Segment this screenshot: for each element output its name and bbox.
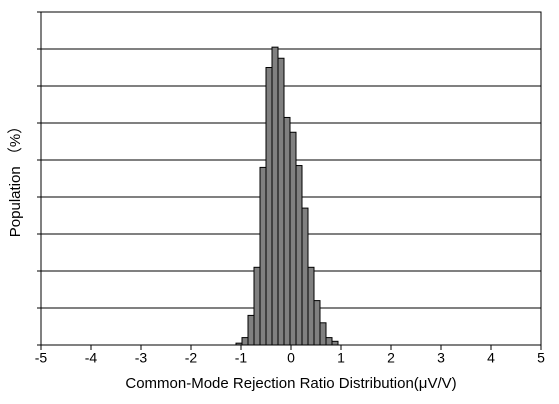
x-tick-label: -3 — [135, 350, 148, 366]
x-tick-label: 1 — [337, 350, 345, 366]
x-tick-label: -5 — [35, 350, 48, 366]
x-tick-label: -4 — [85, 350, 98, 366]
bar — [307, 266, 315, 346]
bar — [319, 322, 327, 346]
y-axis-label: Population （%） — [7, 119, 24, 237]
bar — [247, 314, 255, 346]
x-tick-label: 2 — [387, 350, 395, 366]
x-tick-label: 0 — [287, 350, 295, 366]
bar — [265, 67, 273, 346]
x-tick-label: 4 — [487, 350, 495, 366]
bar — [283, 116, 291, 346]
bar — [277, 57, 285, 346]
plot-frame — [40, 11, 542, 346]
bar — [259, 166, 267, 346]
x-tick-label: -2 — [185, 350, 198, 366]
bar — [253, 266, 261, 346]
bar — [301, 207, 309, 346]
bar — [289, 131, 297, 346]
bar — [241, 337, 249, 346]
x-axis-label: Common-Mode Rejection Ratio Distribution… — [125, 375, 456, 392]
bar — [325, 337, 333, 346]
x-tick-label: -1 — [235, 350, 248, 366]
bar — [295, 165, 303, 346]
bar — [331, 340, 339, 346]
x-tick-label: 5 — [537, 350, 545, 366]
bar — [313, 300, 321, 346]
x-tick-label: 3 — [437, 350, 445, 366]
bar — [271, 46, 279, 346]
